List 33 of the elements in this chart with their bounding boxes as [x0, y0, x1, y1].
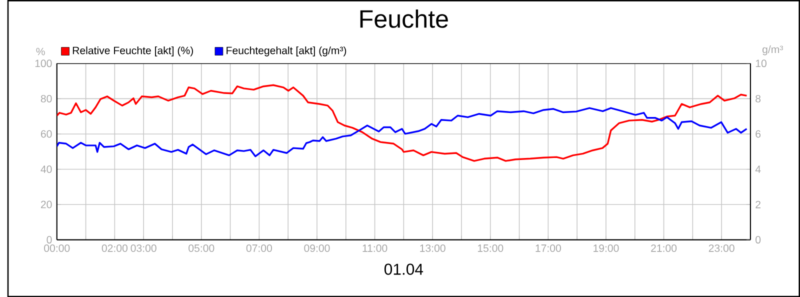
- x-tick-label: 09:00: [304, 244, 330, 252]
- x-tick-label: 02:00: [102, 244, 128, 252]
- y2-tick-label: 2: [756, 200, 760, 208]
- y-tick-label: 100: [35, 60, 52, 68]
- line-series: [56, 107, 748, 158]
- x-tick-label: 05:00: [188, 244, 214, 252]
- x-tick-label: 19:00: [594, 244, 619, 252]
- legend-label: Relative Feuchte [akt] (%): [72, 46, 193, 56]
- x-tick-label: 07:00: [246, 244, 272, 252]
- x-tick-label: 00:00: [44, 244, 70, 252]
- x-tick-label: 15:00: [478, 244, 504, 252]
- y-tick-label: 20: [41, 200, 52, 208]
- x-axis-title: 01.04: [384, 264, 424, 275]
- y-tick-label: 40: [40, 165, 52, 173]
- y-tick-label: 60: [41, 130, 52, 138]
- y2-tick-label: 4: [755, 165, 761, 173]
- x-tick-label: 11:00: [362, 244, 388, 252]
- line-series: [56, 84, 748, 162]
- x-tick-label: 13:00: [420, 244, 446, 252]
- y2-tick-label: 6: [756, 130, 761, 138]
- x-tick-label: 03:00: [130, 244, 156, 252]
- y2-tick-label: 8: [756, 94, 761, 102]
- y2-tick-label: 10: [756, 60, 766, 68]
- y2-axis-title: g/m³: [762, 45, 784, 56]
- y2-tick-label: 0: [756, 236, 761, 244]
- x-tick-label: 21:00: [651, 244, 677, 252]
- legend-label: Feuchtegehalt [akt] (g/m³): [226, 46, 346, 56]
- x-tick-label: 17:00: [536, 244, 561, 252]
- chart-title: Feuchte: [360, 9, 448, 28]
- y-axis-title: %: [36, 48, 45, 56]
- x-tick-label: 23:00: [708, 244, 734, 252]
- y-tick-label: 0: [46, 236, 52, 244]
- y-tick-label: 80: [40, 94, 52, 102]
